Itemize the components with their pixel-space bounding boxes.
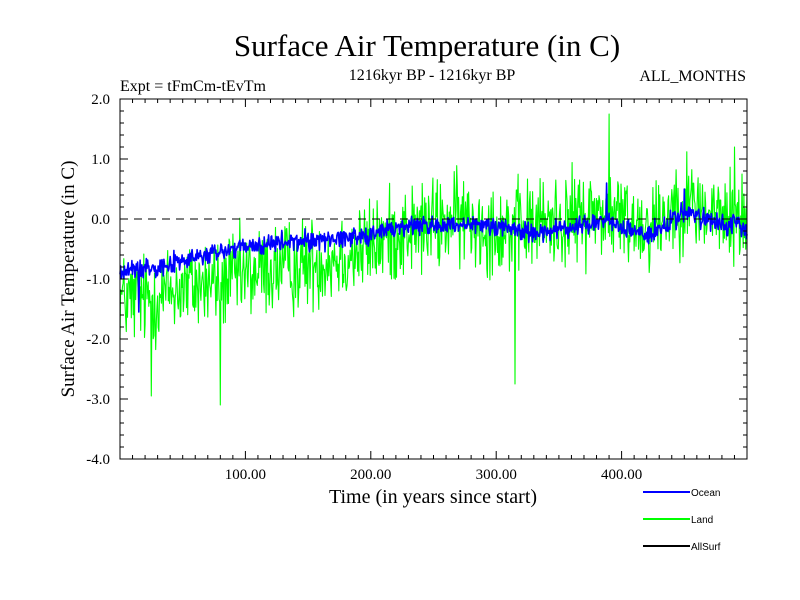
chart-title: Surface Air Temperature (in C) (234, 28, 620, 63)
y-tick-label: 0.0 (91, 212, 110, 228)
months-label: ALL_MONTHS (639, 68, 746, 85)
axis-layer: 100.00 200.00 300.00 400.00 -4.0 -3.0 -2.0 -1.0… (86, 92, 747, 483)
series-line-land (119, 113, 748, 406)
x-tick-label: 400.00 (601, 467, 642, 483)
experiment-label: Expt = tFmCm-tEvTm (120, 78, 266, 95)
y-tick-label: -3.0 (86, 392, 110, 408)
x-tick-label: 300.00 (476, 467, 517, 483)
plot-frame (119, 98, 748, 460)
legend: Ocean Land AllSurf (643, 488, 721, 553)
time-range-label: 1216kyr BP - 1216kyr BP (349, 67, 516, 84)
y-tick-label: -4.0 (86, 452, 110, 468)
legend-label-allsurf: AllSurf (691, 542, 721, 553)
y-tick-label: -2.0 (86, 332, 110, 348)
x-tick-label: 200.00 (350, 467, 391, 483)
y-tick-label: -1.0 (86, 272, 110, 288)
series-line-ocean (119, 182, 748, 313)
x-tick-label: 100.00 (225, 467, 266, 483)
series-layer (119, 113, 748, 406)
x-axis-title: Time (in years since start) (329, 486, 537, 508)
y-tick-label: 1.0 (91, 152, 110, 168)
legend-label-ocean: Ocean (691, 488, 720, 499)
y-axis-title: Surface Air Temperature (in C) (58, 161, 79, 398)
legend-label-land: Land (691, 515, 713, 526)
y-tick-label: 2.0 (91, 92, 110, 108)
